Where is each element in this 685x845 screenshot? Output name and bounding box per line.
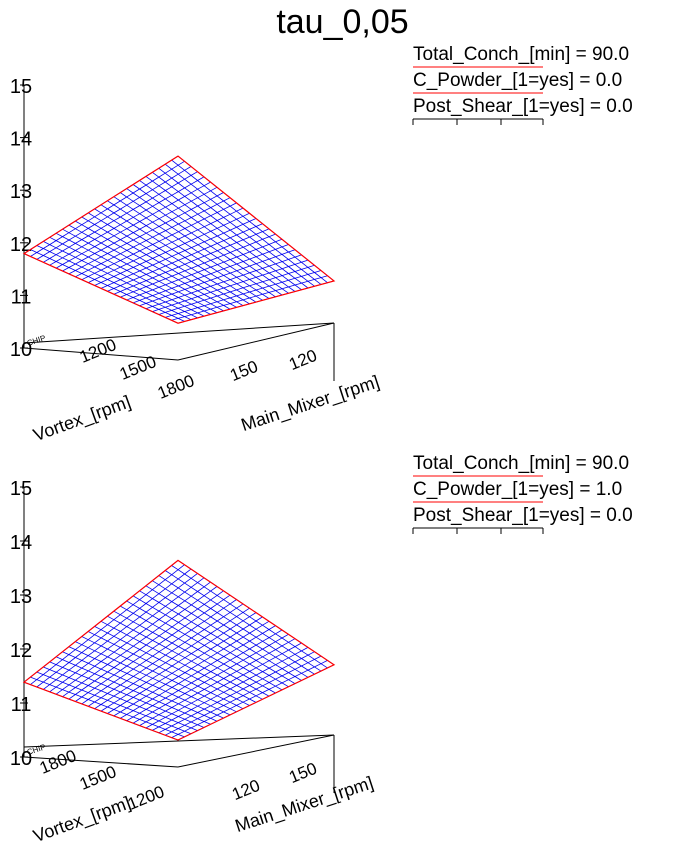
y-tick-label: 120 xyxy=(286,346,319,374)
z-tick-label: 11 xyxy=(11,694,32,716)
mesh-line xyxy=(152,259,309,312)
y-tick-label: 150 xyxy=(286,759,319,787)
legend-label: Post_Shear_[1=yes] = xyxy=(413,96,602,117)
mesh-line xyxy=(171,159,328,284)
z-tick-label: 15 xyxy=(10,76,32,98)
figure-title: tau_0,05 xyxy=(276,3,409,41)
z-axis-label: CHIP xyxy=(26,742,47,756)
mesh-line xyxy=(132,184,289,294)
legend-row: C_Powder_[1=yes] = 0.0 xyxy=(413,68,685,94)
mesh-line xyxy=(158,575,315,675)
x-tick-label: 1500 xyxy=(77,762,119,794)
z-tick-label: 10 xyxy=(10,339,32,361)
z-axis-label: CHIP xyxy=(26,333,47,347)
legend-bottom-plot: Total_Conch_[min] = 90.0 C_Powder_[1=yes… xyxy=(412,451,685,534)
y-tick-label: 120 xyxy=(229,776,262,804)
x-tick-label: 1200 xyxy=(77,335,119,367)
legend-value: 1.0 xyxy=(595,479,623,500)
legend-top-plot: Total_Conch_[min] = 90.0 C_Powder_[1=yes… xyxy=(412,42,685,125)
surface-outline xyxy=(22,155,336,324)
y-axis-label: Main_Mixer_[rpm] xyxy=(239,372,382,436)
mesh-line xyxy=(158,651,315,734)
legend-value: 0.0 xyxy=(595,70,623,91)
mesh-line xyxy=(171,565,328,669)
legend-value: 0.0 xyxy=(606,505,633,526)
mesh-line xyxy=(158,264,315,315)
mesh-line xyxy=(107,200,263,301)
mesh-line xyxy=(171,660,328,738)
mesh-line xyxy=(165,655,322,736)
legend-rules xyxy=(412,66,544,125)
x-tick-label: 1500 xyxy=(117,352,159,384)
legend-label: Total_Conch_[min] = xyxy=(413,44,587,65)
z-tick-label: 12 xyxy=(10,640,32,662)
mesh-line xyxy=(152,647,309,731)
z-tick-label: 10 xyxy=(10,748,32,770)
legend-rules xyxy=(412,475,544,534)
legend-row: C_Powder_[1=yes] = 1.0 xyxy=(413,477,685,503)
legend-label: Total_Conch_[min] = xyxy=(413,453,587,474)
legend-row: Post_Shear_[1=yes] = 0.0 xyxy=(413,94,685,120)
mesh-line xyxy=(113,196,270,299)
surface-outline xyxy=(22,559,336,741)
mesh-line xyxy=(164,163,322,285)
z-tick-label: 12 xyxy=(10,234,32,256)
x-tick-label: 1800 xyxy=(155,371,197,403)
y-axis-line xyxy=(177,734,335,768)
z-tick-label: 13 xyxy=(10,586,32,608)
legend-value: 90.0 xyxy=(592,453,630,474)
mesh-line xyxy=(158,167,315,287)
z-tick-label: 15 xyxy=(10,478,32,500)
legend-row: Total_Conch_[min] = 90.0 xyxy=(413,42,685,68)
mesh-line xyxy=(126,629,283,722)
legend-row: Total_Conch_[min] = 90.0 xyxy=(413,451,685,477)
mesh-line xyxy=(139,638,296,726)
mesh-line xyxy=(171,275,328,321)
mesh-line xyxy=(145,642,302,729)
y-tick-label: 150 xyxy=(227,357,260,385)
x-axis-label: Vortex_[rpm] xyxy=(31,793,134,845)
z-tick-label: 14 xyxy=(10,532,32,554)
legend-label: C_Powder_[1=yes] = xyxy=(413,479,591,500)
mesh-line xyxy=(145,254,302,310)
z-tick-label: 14 xyxy=(10,129,32,151)
mesh-line xyxy=(113,610,270,697)
legend-value: 0.0 xyxy=(606,96,633,117)
mesh-line xyxy=(139,590,296,684)
legend-label: C_Powder_[1=yes] = xyxy=(413,70,591,91)
legend-value: 90.0 xyxy=(592,44,630,65)
legend-label: Post_Shear_[1=yes] = xyxy=(413,505,602,526)
mesh-line xyxy=(120,192,276,298)
floor-diagonal xyxy=(23,734,335,748)
x-axis-line xyxy=(23,756,179,768)
mesh-line xyxy=(165,270,322,318)
y-axis-line xyxy=(177,322,335,361)
legend-row: Post_Shear_[1=yes] = 0.0 xyxy=(413,503,685,529)
z-tick-label: 11 xyxy=(11,286,32,308)
x-axis-line xyxy=(23,347,179,361)
z-tick-label: 13 xyxy=(10,181,32,203)
mesh-line xyxy=(120,605,276,694)
mesh-line xyxy=(113,228,270,295)
surface-mesh xyxy=(23,155,335,324)
floor-diagonal xyxy=(23,322,335,344)
mesh-line xyxy=(164,570,322,672)
surface-mesh xyxy=(23,560,335,741)
mesh-line xyxy=(100,218,257,289)
mesh-line xyxy=(132,633,289,724)
